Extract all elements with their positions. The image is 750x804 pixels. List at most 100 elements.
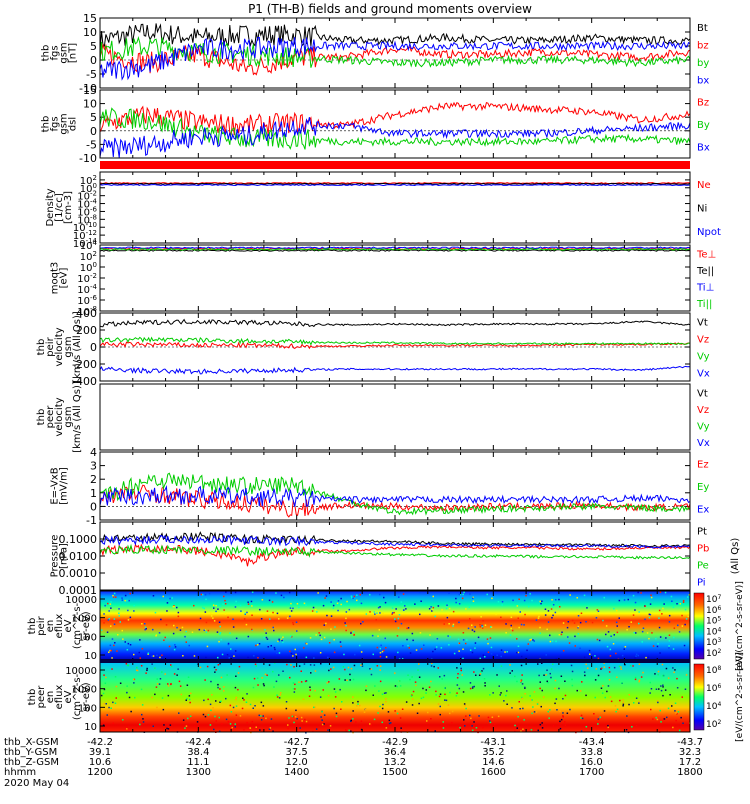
colorbar-tick-label: 105 <box>706 616 721 627</box>
spectrogram-pixel <box>161 671 163 673</box>
spectrogram-pixel <box>379 665 382 667</box>
spectrogram-pixel <box>560 633 563 636</box>
spectrogram-pixel <box>309 689 311 691</box>
spectrogram-pixel <box>606 645 609 648</box>
spectrogram-pixel <box>440 647 443 649</box>
spectrogram-pixel <box>571 678 573 681</box>
spectrogram-pixel <box>632 594 635 597</box>
spectrogram-pixel <box>668 640 671 642</box>
spectrogram-pixel <box>377 635 379 637</box>
series-line-pe <box>99 543 691 560</box>
spectrogram-pixel <box>436 638 439 640</box>
spectrogram-pixel <box>520 679 523 681</box>
spectrogram-pixel <box>542 696 545 698</box>
legend-entry: Ni <box>697 204 707 215</box>
spectrogram-pixel <box>615 621 618 624</box>
spectrogram-pixel <box>370 724 372 726</box>
spectrogram-pixel <box>621 654 624 657</box>
spectrogram-pixel <box>505 623 507 625</box>
spectrogram-pixel <box>278 674 280 676</box>
spectrogram-pixel <box>182 719 185 721</box>
spectrogram-pixel <box>242 697 244 699</box>
spectrogram-pixel <box>293 721 295 724</box>
panel-frame <box>99 17 691 89</box>
series-line-bt <box>99 23 691 52</box>
spectrogram-pixel <box>218 730 221 733</box>
spectrogram-pixel <box>388 722 391 725</box>
spectrogram-pixel <box>385 727 388 729</box>
spectrogram-pixel <box>394 685 397 687</box>
spectrogram-pixel <box>207 629 210 632</box>
spectrogram-pixel <box>246 721 248 724</box>
spectrogram-pixel <box>541 600 543 602</box>
y-axis-label: thb <box>41 45 52 62</box>
spectrogram-pixel <box>263 636 265 639</box>
spectrogram-pixel <box>544 608 547 610</box>
spectrogram-pixel <box>539 600 541 603</box>
spectrogram-pixel <box>186 697 188 700</box>
spectrogram-pixel <box>133 678 135 681</box>
spectrogram-pixel <box>580 717 582 719</box>
y-tick-label: 0 <box>90 54 97 67</box>
spectrogram-pixel <box>350 632 352 634</box>
spectrogram-pixel <box>447 613 449 616</box>
y-axis-label: thb <box>27 689 38 706</box>
spectrogram-pixel <box>423 644 425 646</box>
spectrogram-pixel <box>509 664 511 666</box>
spectrogram-pixel <box>250 600 253 603</box>
spectrogram-pixel <box>373 718 376 721</box>
spectrogram-pixel <box>362 650 365 653</box>
spectrogram-pixel <box>340 597 342 600</box>
spectrogram-pixel <box>547 710 549 713</box>
footer-value: 1300 <box>186 767 211 778</box>
spectrogram-pixel <box>393 611 395 614</box>
spectrogram-pixel <box>352 678 355 681</box>
footer-value: -42.4 <box>185 737 211 748</box>
spectrogram-pixel <box>523 719 525 721</box>
spectrogram-pixel <box>106 714 108 716</box>
spectrogram-pixel <box>259 708 262 711</box>
spectrogram-pixel <box>681 696 683 698</box>
spectrogram-pixel <box>655 688 658 690</box>
spectrogram-pixel <box>369 668 371 670</box>
footer-row-label: thb_Z-GSM <box>4 757 59 768</box>
y-tick-label: 10000 <box>65 595 97 606</box>
spectrogram-pixel <box>215 720 217 722</box>
spectrogram-pixel <box>251 605 253 607</box>
spectrogram-pixel <box>547 681 549 684</box>
spectrogram-pixel <box>383 692 386 694</box>
y-axis-label: thb <box>27 618 38 635</box>
spectrogram-pixel <box>554 679 557 682</box>
spectrogram-pixel <box>500 616 502 619</box>
spectrogram-pixel <box>489 720 491 722</box>
spectrogram-pixel <box>292 715 294 718</box>
spectrogram-pixel <box>256 677 259 679</box>
spectrogram-pixel <box>662 718 665 720</box>
spectrogram-pixel <box>243 729 245 731</box>
spectrogram-pixel <box>177 611 180 614</box>
spectrogram-pixel <box>669 694 671 696</box>
spectrogram-pixel <box>234 686 237 689</box>
spectrogram-pixel <box>417 669 419 671</box>
spectrogram-pixel <box>620 668 622 670</box>
spectrogram-pixel <box>260 618 263 620</box>
y-axis-label: gsm <box>63 406 74 427</box>
spectrogram-pixel <box>270 645 272 647</box>
spectrogram-pixel <box>188 698 191 701</box>
spectrogram-pixel <box>245 623 248 626</box>
spectrogram-pixel <box>412 690 415 693</box>
spectrogram-pixel <box>603 596 605 599</box>
spectrogram-pixel <box>379 655 382 658</box>
spectrogram-pixel <box>576 597 578 599</box>
spectrogram-pixel <box>330 668 332 670</box>
spectrogram-pixel <box>103 688 106 691</box>
spectrogram-pixel <box>383 596 385 599</box>
spectrogram-pixel <box>471 725 473 727</box>
spectrogram-pixel <box>412 639 414 642</box>
spectrogram-pixel <box>659 591 662 593</box>
spectrogram-pixel <box>607 631 610 633</box>
spectrogram-pixel <box>541 722 543 724</box>
spectrogram-pixel <box>634 601 637 604</box>
spectrogram-pixel <box>185 641 187 643</box>
spectrogram-pixel <box>547 621 550 623</box>
